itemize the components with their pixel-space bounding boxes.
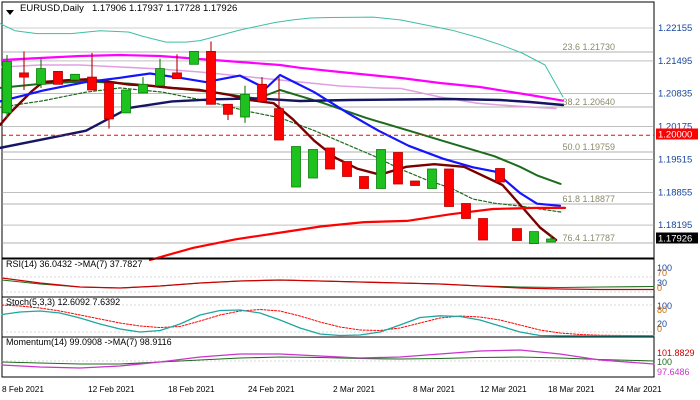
svg-text:Stoch(5,3,3) 12.6092 7.6392: Stoch(5,3,3) 12.6092 7.6392 <box>6 297 120 307</box>
svg-text:0: 0 <box>657 283 662 293</box>
svg-text:97.6486: 97.6486 <box>657 367 690 377</box>
svg-text:EURUSD,Daily: EURUSD,Daily <box>20 3 84 14</box>
svg-text:18 Mar 2021: 18 Mar 2021 <box>548 384 595 394</box>
svg-text:18 Feb 2021: 18 Feb 2021 <box>168 384 215 394</box>
svg-text:24 Feb 2021: 24 Feb 2021 <box>248 384 295 394</box>
svg-text:1.22155: 1.22155 <box>658 23 692 34</box>
svg-text:Momentum(14) 99.0908 ->MA(7): Momentum(14) 99.0908 ->MA(7) 98.9116 <box>6 337 172 347</box>
svg-text:1.20835: 1.20835 <box>658 89 692 100</box>
svg-text:100: 100 <box>657 357 672 367</box>
svg-text:1.18195: 1.18195 <box>658 220 692 231</box>
svg-text:1.19515: 1.19515 <box>658 154 692 165</box>
svg-text:61.8 1.18877: 61.8 1.18877 <box>562 194 615 204</box>
svg-text:0: 0 <box>657 324 662 334</box>
svg-text:1.17926: 1.17926 <box>658 234 692 245</box>
svg-text:12 Mar 2021: 12 Mar 2021 <box>480 384 527 394</box>
svg-text:1.18855: 1.18855 <box>658 187 692 198</box>
svg-text:80: 80 <box>657 305 667 315</box>
svg-text:76.4 1.17787: 76.4 1.17787 <box>562 233 615 243</box>
svg-text:8 Feb 2021: 8 Feb 2021 <box>2 384 44 394</box>
svg-text:1.20000: 1.20000 <box>658 130 692 141</box>
svg-text:8 Mar 2021: 8 Mar 2021 <box>413 384 455 394</box>
svg-text:70: 70 <box>657 268 667 278</box>
svg-text:1.17906 1.17937 1.17728 1.1792: 1.17906 1.17937 1.17728 1.17926 <box>92 3 237 14</box>
svg-text:50.0 1.19759: 50.0 1.19759 <box>562 142 615 152</box>
svg-text:24 Mar 2021: 24 Mar 2021 <box>615 384 662 394</box>
svg-text:12 Feb 2021: 12 Feb 2021 <box>88 384 135 394</box>
svg-text:1.21495: 1.21495 <box>658 56 692 67</box>
svg-text:38.2 1.20640: 38.2 1.20640 <box>562 97 615 107</box>
svg-text:2 Mar 2021: 2 Mar 2021 <box>333 384 375 394</box>
svg-text:23.6 1.21730: 23.6 1.21730 <box>562 42 615 52</box>
svg-text:RSI(14) 36.0432 ->MA(7) 37.78: RSI(14) 36.0432 ->MA(7) 37.7827 <box>6 259 142 269</box>
